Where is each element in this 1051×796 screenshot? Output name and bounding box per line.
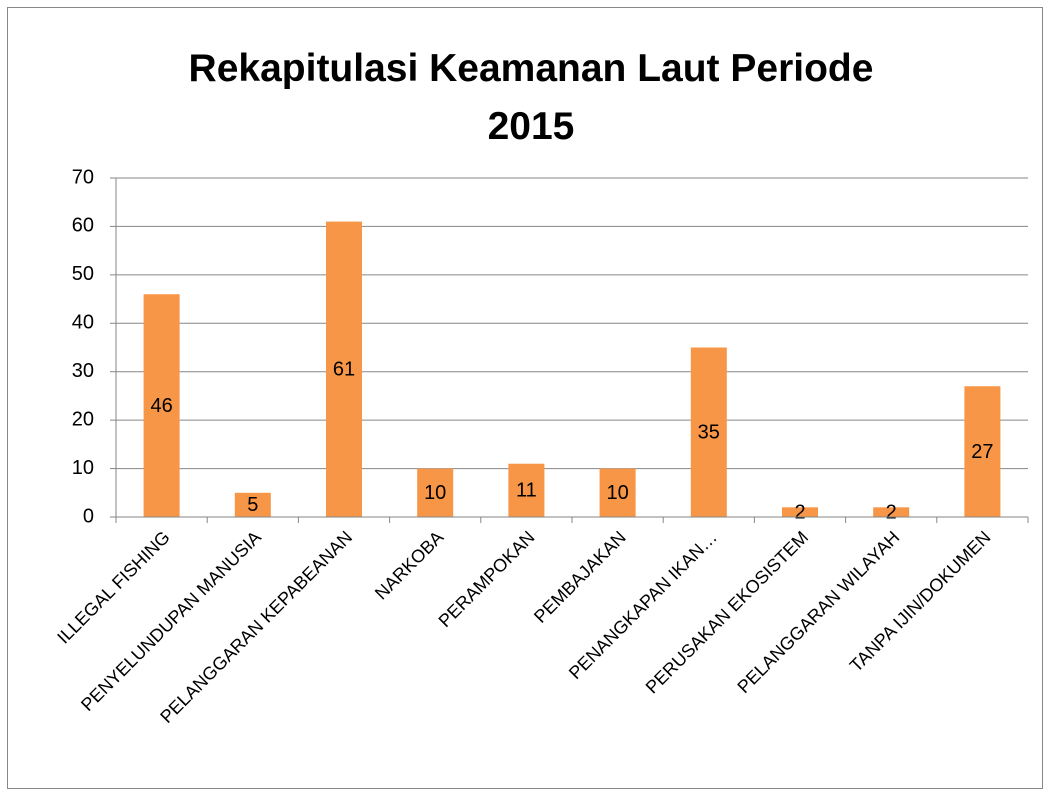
bar	[964, 386, 1001, 517]
y-tick-label: 60	[72, 215, 94, 237]
data-label: 2	[794, 501, 805, 523]
bar	[599, 468, 636, 517]
y-tick-label: 20	[72, 408, 94, 430]
data-label: 5	[247, 494, 258, 516]
y-tick-label: 10	[72, 457, 94, 479]
y-tick-label: 70	[72, 166, 94, 188]
bar	[417, 468, 454, 517]
bar	[234, 492, 271, 517]
data-label: 35	[698, 422, 720, 444]
bar	[873, 507, 910, 517]
bar	[326, 221, 362, 518]
bar	[143, 294, 180, 517]
y-tick-label: 30	[72, 360, 94, 382]
y-tick-label: 50	[72, 263, 94, 285]
bar	[508, 463, 545, 517]
data-label: 10	[424, 482, 446, 504]
data-label: 27	[971, 441, 993, 463]
data-label: 46	[150, 395, 172, 417]
chart-border	[7, 7, 1043, 789]
y-tick-label: 0	[83, 505, 94, 527]
bar	[782, 507, 818, 517]
bar	[690, 347, 727, 517]
data-label: 61	[333, 359, 355, 381]
data-label: 11	[516, 480, 537, 502]
y-tick-label: 40	[72, 312, 94, 334]
chart-title: Rekapitulasi Keamanan Laut Periode 2015	[188, 47, 874, 148]
data-label: 10	[606, 482, 628, 504]
data-label: 2	[886, 501, 897, 523]
